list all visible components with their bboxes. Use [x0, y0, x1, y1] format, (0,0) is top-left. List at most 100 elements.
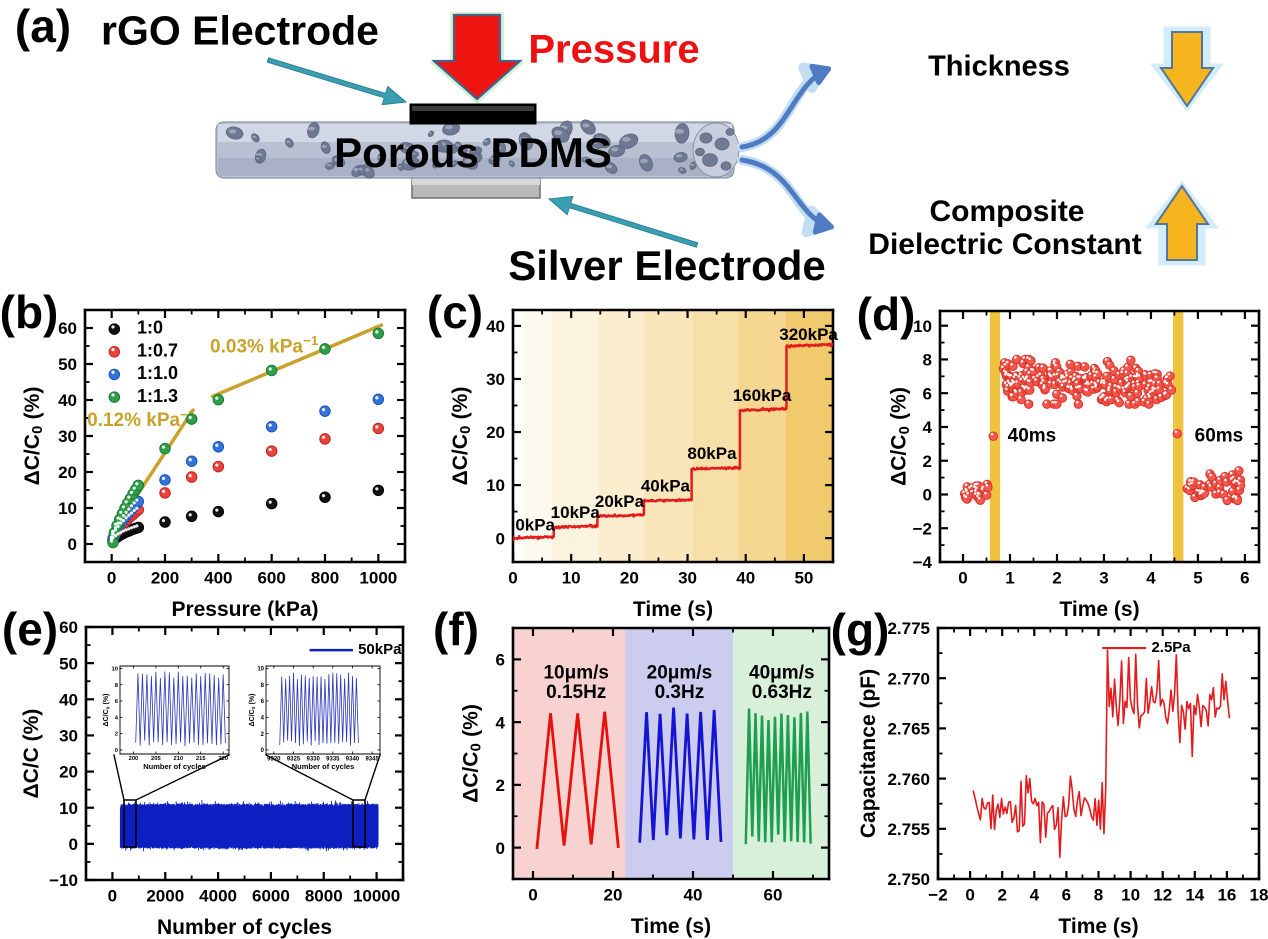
svg-text:0: 0: [923, 486, 932, 505]
svg-text:0: 0: [965, 885, 974, 904]
svg-text:0.3Hz: 0.3Hz: [655, 682, 705, 703]
svg-text:40kPa: 40kPa: [641, 477, 691, 496]
svg-text:Δ C / C: Δ C / C ( % ) 0: [459, 700, 484, 803]
svg-text:0: 0: [68, 535, 77, 554]
svg-text:Δ C / C: Δ C / C ( % ) 0: [449, 382, 474, 485]
svg-text:40: 40: [59, 690, 78, 709]
svg-text:12: 12: [1153, 885, 1172, 904]
svg-text:6: 6: [1240, 568, 1249, 587]
svg-text:4000: 4000: [199, 886, 237, 905]
svg-text:1:0: 1:0: [137, 318, 163, 338]
svg-text:6: 6: [923, 384, 932, 403]
svg-text:0: 0: [107, 568, 116, 587]
svg-text:2.5Pa: 2.5Pa: [1151, 639, 1191, 656]
svg-text:(f): (f): [433, 603, 479, 655]
svg-text:30: 30: [59, 727, 78, 746]
svg-text:8: 8: [115, 683, 119, 689]
svg-text:0: 0: [108, 886, 117, 905]
svg-text:4: 4: [115, 715, 119, 721]
svg-text:6: 6: [1062, 885, 1071, 904]
svg-text:Thickness: Thickness: [928, 50, 1070, 82]
svg-text:10000: 10000: [353, 886, 400, 905]
svg-text:4: 4: [1030, 885, 1040, 904]
svg-text:50kPa: 50kPa: [358, 641, 402, 658]
svg-text:0.15Hz: 0.15Hz: [546, 682, 606, 703]
svg-text:9340: 9340: [346, 756, 360, 762]
svg-text:400: 400: [204, 568, 232, 587]
svg-text:60: 60: [58, 319, 77, 338]
svg-text:0kPa: 0kPa: [515, 515, 555, 534]
svg-text:4: 4: [261, 716, 265, 722]
svg-text:0.63Hz: 0.63Hz: [752, 682, 812, 703]
svg-text:Pressure (kPa): Pressure (kPa): [171, 598, 318, 621]
svg-text:−4: −4: [913, 553, 933, 572]
svg-text:(d): (d): [857, 288, 916, 340]
svg-text:1:1.0: 1:1.0: [137, 363, 178, 383]
svg-text:220: 220: [218, 756, 228, 762]
svg-text:9330: 9330: [306, 756, 320, 762]
svg-text:1:1.3: 1:1.3: [137, 386, 178, 406]
svg-text:6: 6: [261, 699, 265, 705]
svg-text:2: 2: [1052, 568, 1061, 587]
svg-text:rGO Electrode: rGO Electrode: [101, 8, 379, 54]
svg-text:160kPa: 160kPa: [733, 386, 792, 405]
svg-text:0: 0: [508, 568, 517, 587]
svg-text:(c): (c): [427, 286, 483, 338]
svg-text:20: 20: [620, 568, 639, 587]
svg-text:0: 0: [69, 835, 78, 854]
svg-text:40μm/s: 40μm/s: [749, 662, 815, 683]
svg-text:0: 0: [496, 839, 505, 858]
svg-text:10: 10: [112, 667, 118, 673]
svg-text:40ms: 40ms: [1008, 426, 1057, 447]
svg-text:60: 60: [59, 618, 78, 637]
svg-text:Δ C / C: Δ C / C ( % ) 0: [95, 689, 112, 726]
svg-text:Silver Electrode: Silver Electrode: [508, 242, 825, 289]
svg-text:4: 4: [923, 418, 933, 437]
svg-text:0: 0: [958, 568, 967, 587]
svg-text:20: 20: [604, 885, 623, 904]
svg-text:215: 215: [196, 756, 206, 762]
svg-text:20: 20: [59, 763, 78, 782]
svg-text:20μm/s: 20μm/s: [647, 662, 713, 683]
svg-text:10μm/s: 10μm/s: [543, 662, 609, 683]
svg-text:8: 8: [1094, 885, 1103, 904]
svg-text:(b): (b): [0, 286, 58, 338]
svg-text:2.775: 2.775: [887, 619, 930, 638]
svg-text:8: 8: [261, 683, 265, 689]
svg-text:−2: −2: [928, 885, 947, 904]
svg-text:18: 18: [1250, 885, 1268, 904]
svg-text:205: 205: [151, 756, 161, 762]
svg-text:20: 20: [486, 423, 505, 442]
svg-text:Δ C / C: Δ C / C ( % ) 0: [887, 383, 912, 486]
svg-text:Δ C / C: Δ C / C ( % ): [20, 709, 43, 799]
svg-text:80kPa: 80kPa: [687, 444, 737, 463]
svg-text:1: 1: [1005, 568, 1014, 587]
svg-text:50: 50: [58, 355, 77, 374]
svg-text:0: 0: [115, 748, 118, 754]
svg-text:(e): (e): [2, 603, 58, 655]
svg-text:50: 50: [59, 654, 78, 673]
svg-text:40: 40: [684, 885, 703, 904]
svg-text:6000: 6000: [252, 886, 290, 905]
svg-text:10: 10: [913, 317, 932, 336]
svg-text:20: 20: [58, 463, 77, 482]
svg-text:9345: 9345: [365, 756, 379, 762]
svg-text:2000: 2000: [146, 886, 184, 905]
svg-text:−2: −2: [913, 519, 932, 538]
svg-text:60ms: 60ms: [1195, 426, 1244, 447]
svg-text:14: 14: [1185, 885, 1204, 904]
svg-text:−10: −10: [49, 871, 78, 890]
svg-text:Number of cycles: Number of cycles: [292, 762, 355, 771]
svg-text:30: 30: [486, 370, 505, 389]
svg-text:Time (s): Time (s): [1058, 915, 1138, 938]
svg-text:2: 2: [496, 776, 505, 795]
svg-text:2: 2: [997, 885, 1006, 904]
svg-text:Composite: Composite: [929, 195, 1084, 228]
svg-text:1:0.7: 1:0.7: [137, 340, 178, 360]
svg-text:50: 50: [794, 568, 813, 587]
svg-text:Time (s): Time (s): [631, 915, 711, 938]
svg-text:4: 4: [1146, 568, 1156, 587]
svg-text:Δ C / C: Δ C / C ( % ) 0: [241, 689, 258, 726]
svg-text:0: 0: [261, 748, 265, 754]
svg-text:(g): (g): [831, 604, 890, 656]
